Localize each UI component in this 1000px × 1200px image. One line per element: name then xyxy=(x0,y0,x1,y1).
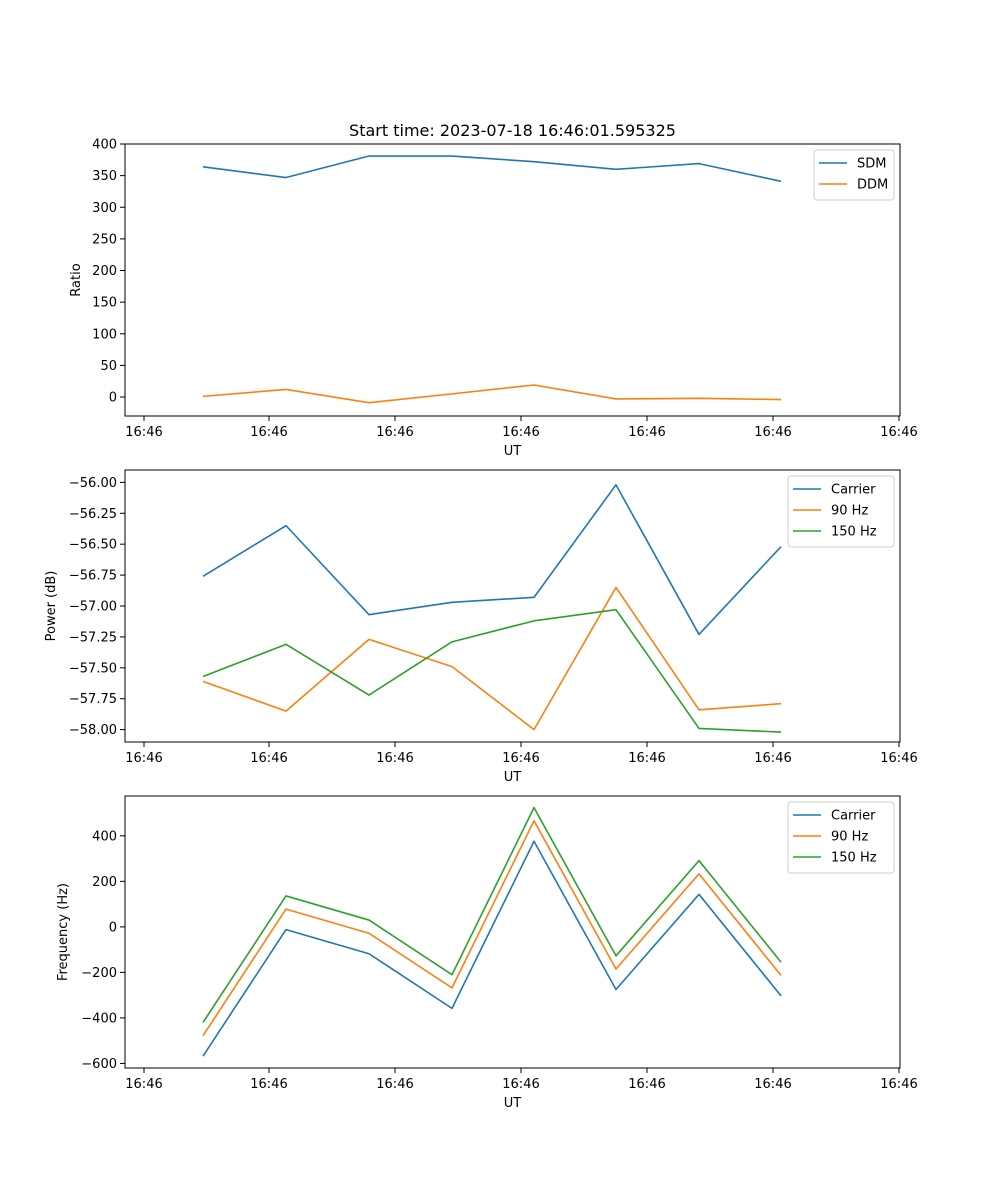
x-tick-label: 16:46 xyxy=(502,1077,539,1092)
x-tick-label: 16:46 xyxy=(880,425,917,440)
x-tick-label: 16:46 xyxy=(250,751,287,766)
legend-entry: 90 Hz xyxy=(831,504,868,519)
legend-entry: DDM xyxy=(857,178,888,193)
x-tick-label: 16:46 xyxy=(376,1077,413,1092)
series-line-carrier xyxy=(202,840,782,1057)
x-tick-label: 16:46 xyxy=(250,425,287,440)
y-tick-label: −56.25 xyxy=(69,507,117,522)
x-tick-label: 16:46 xyxy=(628,751,665,766)
y-tick-label: 0 xyxy=(109,920,117,935)
x-tick-label: 16:46 xyxy=(125,751,162,766)
x-axis-label: UT xyxy=(504,770,522,785)
y-tick-label: −57.50 xyxy=(69,661,117,676)
x-tick-label: 16:46 xyxy=(628,1077,665,1092)
chart-panel-1: Start time: 2023-07-18 16:46:01.595325 16… xyxy=(69,121,918,459)
x-tick-label: 16:46 xyxy=(754,425,791,440)
chart-panel-2: 16:46 16:46 16:46 16:46 16:46 16:46 16:46 −58.0… xyxy=(44,469,918,785)
x-tick-label: 16:46 xyxy=(880,751,917,766)
plot-frame xyxy=(124,469,901,743)
legend-entry: 90 Hz xyxy=(831,830,868,845)
series-line-90-hz xyxy=(202,586,782,731)
x-tick-label: 16:46 xyxy=(628,425,665,440)
y-tick-label: 300 xyxy=(92,201,117,216)
y-axis-label: Ratio xyxy=(69,263,84,296)
y-tick-label: 250 xyxy=(92,232,117,247)
x-tick-label: 16:46 xyxy=(502,751,539,766)
legend-entry: 150 Hz xyxy=(831,525,877,540)
y-tick-label: 100 xyxy=(92,327,117,342)
x-axis-label: UT xyxy=(504,444,522,459)
legend-entry: Carrier xyxy=(831,483,876,498)
legend: SDM DDM xyxy=(813,149,895,201)
y-tick-label: 400 xyxy=(92,829,117,844)
y-tick-label: −57.00 xyxy=(69,600,117,615)
y-tick-label: 150 xyxy=(92,296,117,311)
series-line-90-hz xyxy=(202,820,782,1037)
y-tick-label: 350 xyxy=(92,169,117,184)
series-line-carrier xyxy=(202,484,782,636)
legend-entry: Carrier xyxy=(831,809,876,824)
y-tick-label: −57.75 xyxy=(69,692,117,707)
x-tick-label: 16:46 xyxy=(376,751,413,766)
legend-box xyxy=(787,801,895,874)
series-line-150-hz xyxy=(202,806,782,1023)
x-tick-label: 16:46 xyxy=(880,1077,917,1092)
x-axis-label: UT xyxy=(504,1096,522,1111)
y-tick-label: 200 xyxy=(92,875,117,890)
x-tick-label: 16:46 xyxy=(125,425,162,440)
y-tick-label: −56.00 xyxy=(69,476,117,491)
legend: Carrier 90 Hz 150 Hz xyxy=(787,801,895,874)
x-tick-label: 16:46 xyxy=(754,751,791,766)
legend-entry: 150 Hz xyxy=(831,851,877,866)
y-tick-label: 50 xyxy=(100,359,117,374)
y-axis-label: Frequency (Hz) xyxy=(56,883,71,981)
y-tick-label: −56.50 xyxy=(69,538,117,553)
y-tick-label: −56.75 xyxy=(69,569,117,584)
x-tick-label: 16:46 xyxy=(125,1077,162,1092)
series-line-ddm xyxy=(202,384,782,404)
series-line-sdm xyxy=(202,155,782,183)
y-tick-label: −58.00 xyxy=(69,723,117,738)
legend-entry: SDM xyxy=(857,157,886,172)
chart-title: Start time: 2023-07-18 16:46:01.595325 xyxy=(349,121,676,140)
legend-box xyxy=(787,475,895,548)
x-tick-label: 16:46 xyxy=(502,425,539,440)
y-axis-label: Power (dB) xyxy=(44,571,59,642)
series-line-150-hz xyxy=(202,608,782,733)
x-tick-label: 16:46 xyxy=(250,1077,287,1092)
y-tick-label: 0 xyxy=(109,391,117,406)
plot-frame xyxy=(124,795,901,1069)
y-tick-label: −57.25 xyxy=(69,630,117,645)
plot-frame xyxy=(124,143,901,417)
x-tick-label: 16:46 xyxy=(754,1077,791,1092)
y-tick-label: −600 xyxy=(81,1057,117,1072)
x-tick-label: 16:46 xyxy=(376,425,413,440)
legend: Carrier 90 Hz 150 Hz xyxy=(787,475,895,548)
chart-panel-3: 16:46 16:46 16:46 16:46 16:46 16:46 16:46 −600 −… xyxy=(56,795,918,1111)
y-tick-label: −400 xyxy=(81,1011,117,1026)
y-tick-label: −200 xyxy=(81,966,117,981)
y-tick-label: 200 xyxy=(92,264,117,279)
y-tick-label: 400 xyxy=(92,138,117,153)
